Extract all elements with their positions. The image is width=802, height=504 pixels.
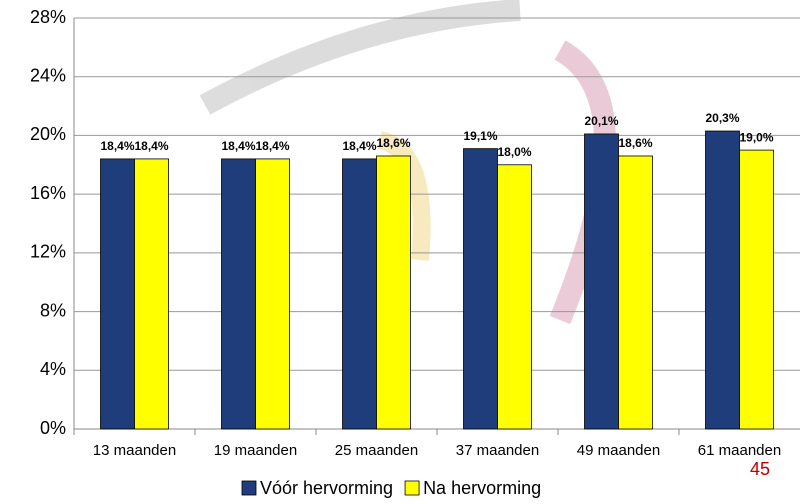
x-tick-label: 37 maanden	[456, 442, 539, 459]
page-number: 45	[750, 459, 770, 479]
y-tick-label: 24%	[30, 65, 66, 85]
data-label: 18,6%	[376, 136, 410, 150]
legend-swatch	[405, 481, 419, 495]
data-label: 18,4%	[100, 139, 134, 153]
bar	[464, 149, 498, 429]
legend-label: Na hervorming	[423, 478, 541, 498]
x-tick-label: 61 maanden	[698, 442, 781, 459]
y-tick-label: 16%	[30, 183, 66, 203]
bar	[256, 159, 290, 429]
x-tick-label: 49 maanden	[577, 442, 660, 459]
data-label: 19,0%	[739, 130, 773, 144]
data-label: 18,6%	[618, 136, 652, 150]
x-tick-label: 25 maanden	[335, 442, 418, 459]
data-label: 18,4%	[342, 139, 376, 153]
data-label: 18,4%	[134, 139, 168, 153]
data-label: 18,0%	[497, 145, 531, 159]
bar	[377, 156, 411, 429]
data-label: 18,4%	[221, 139, 255, 153]
bar	[498, 165, 532, 429]
data-label: 18,4%	[255, 139, 289, 153]
data-label: 20,3%	[705, 111, 739, 125]
y-tick-label: 0%	[40, 418, 66, 438]
y-tick-label: 8%	[40, 300, 66, 320]
y-tick-label: 20%	[30, 124, 66, 144]
y-tick-label: 4%	[40, 359, 66, 379]
page: {"chart_data": {"type": "bar", "categori…	[0, 0, 802, 504]
legend-label: Vóór hervorming	[260, 478, 393, 498]
bar	[101, 159, 135, 429]
data-label: 19,1%	[463, 129, 497, 143]
bar	[740, 150, 774, 429]
y-tick-label: 28%	[30, 7, 66, 27]
y-tick-label: 12%	[30, 242, 66, 262]
legend-swatch	[242, 481, 256, 495]
x-tick-label: 13 maanden	[93, 442, 176, 459]
x-tick-label: 19 maanden	[214, 442, 297, 459]
bar	[343, 159, 377, 429]
data-label: 20,1%	[584, 114, 618, 128]
chart: 45 0%4%8%12%16%20%24%28%13 maanden18,4%1…	[0, 0, 802, 504]
bar	[585, 134, 619, 429]
bar	[706, 131, 740, 429]
bar	[619, 156, 653, 429]
bar	[222, 159, 256, 429]
bar	[135, 159, 169, 429]
